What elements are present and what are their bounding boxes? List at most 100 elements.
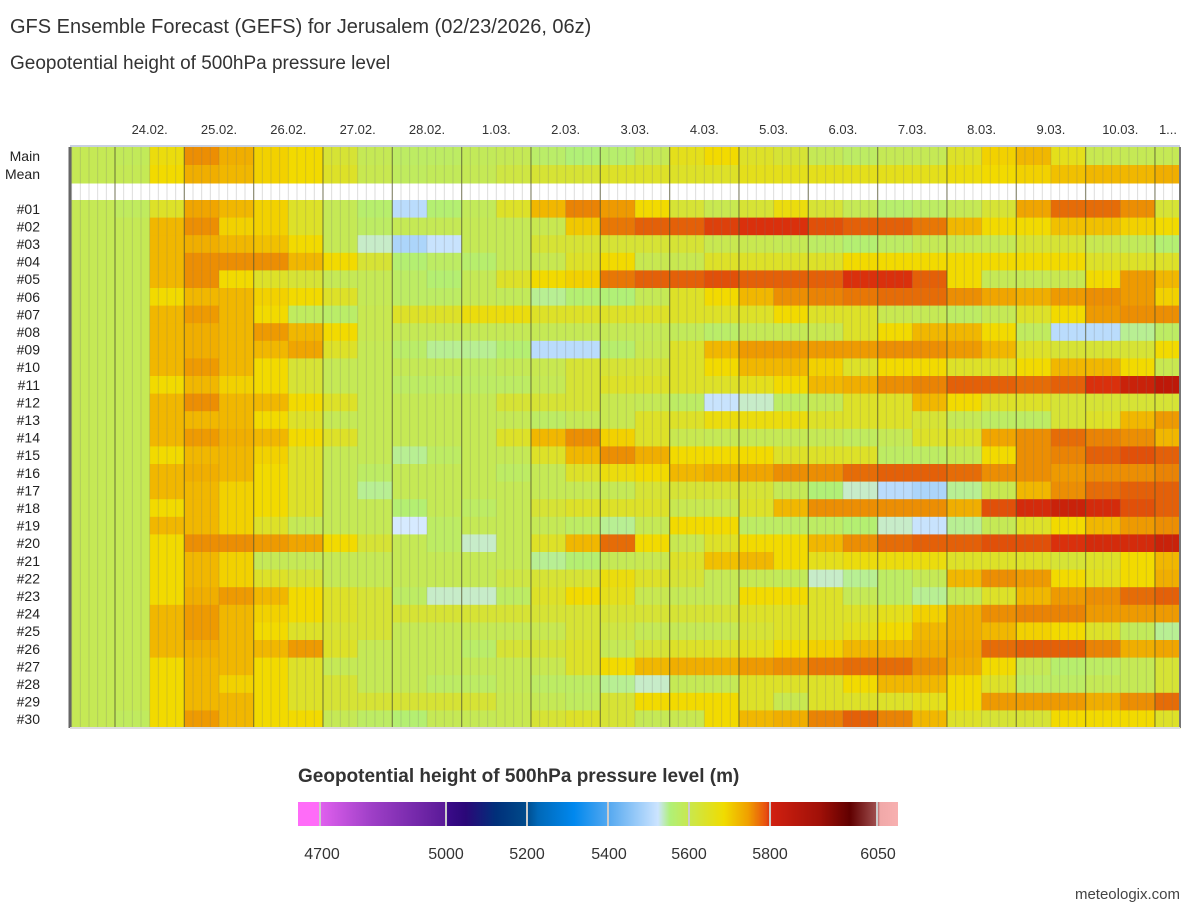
- heatmap-cell: [565, 692, 601, 711]
- heatmap-cell: [357, 499, 393, 518]
- heatmap-cell: [565, 710, 601, 729]
- heatmap-cell: [1154, 147, 1181, 166]
- heatmap-cell: [565, 446, 601, 465]
- heatmap-cell: [808, 569, 844, 588]
- heatmap-cell: [842, 622, 879, 641]
- heatmap-cell: [808, 657, 844, 676]
- heatmap-cell: [288, 376, 324, 395]
- heatmap-cell: [877, 446, 913, 465]
- heatmap-cell: [565, 552, 601, 571]
- heatmap-cell: [600, 340, 636, 359]
- heatmap-cell: [1050, 165, 1087, 184]
- heatmap-cell: [634, 481, 671, 500]
- heatmap-cell: [461, 604, 497, 623]
- heatmap-cell: [149, 376, 185, 395]
- heatmap-cell: [704, 657, 740, 676]
- heatmap-cell: [912, 710, 948, 729]
- date-label: 28.02.: [409, 122, 445, 137]
- heatmap-cell: [70, 217, 116, 236]
- heatmap-cell: [1050, 428, 1087, 447]
- heatmap-cell: [946, 692, 983, 711]
- heatmap-cell: [1050, 393, 1087, 412]
- heatmap-cell: [808, 358, 844, 377]
- heatmap-cell: [184, 235, 220, 254]
- heatmap-cell: [1050, 270, 1087, 289]
- heatmap-cell: [461, 358, 497, 377]
- heatmap-cell: [461, 710, 497, 729]
- heatmap-cell: [669, 252, 705, 271]
- heatmap-cell: [565, 147, 601, 166]
- heatmap-cell: [1085, 200, 1121, 219]
- row-label: #16: [17, 465, 41, 481]
- heatmap-cell: [253, 305, 289, 324]
- heatmap-cell: [218, 587, 255, 606]
- heatmap-cell: [184, 411, 220, 430]
- row-label: #29: [17, 694, 41, 710]
- heatmap-cell: [946, 481, 983, 500]
- heatmap-cell: [600, 534, 636, 553]
- heatmap-cell: [1120, 552, 1156, 571]
- heatmap-cell: [946, 622, 983, 641]
- row-label: #02: [17, 218, 41, 234]
- heatmap-cell: [1085, 499, 1121, 518]
- heatmap-cell: [1050, 411, 1087, 430]
- heatmap-cell: [808, 393, 844, 412]
- heatmap-cell: [496, 534, 532, 553]
- heatmap-cell: [253, 516, 289, 535]
- heatmap-cell: [115, 657, 151, 676]
- heatmap-cell: [496, 481, 532, 500]
- heatmap-cell: [288, 604, 324, 623]
- date-label: 26.02.: [270, 122, 306, 137]
- heatmap-cell: [912, 534, 948, 553]
- heatmap-cell: [288, 358, 324, 377]
- colorbar-separator: [319, 802, 321, 826]
- heatmap-cell: [634, 710, 671, 729]
- heatmap-cell: [600, 569, 636, 588]
- heatmap-cell: [1050, 305, 1087, 324]
- date-label: 5.03.: [759, 122, 788, 137]
- heatmap-cell: [149, 165, 185, 184]
- heatmap-cell: [600, 147, 636, 166]
- heatmap-cell: [426, 516, 463, 535]
- heatmap-cell: [981, 358, 1017, 377]
- heatmap-cell: [773, 534, 809, 553]
- heatmap-cell: [1016, 640, 1052, 659]
- heatmap-cell: [426, 411, 463, 430]
- heatmap-cell: [149, 446, 185, 465]
- heatmap-cell: [1050, 217, 1087, 236]
- heatmap-cell: [115, 358, 151, 377]
- heatmap-cell: [1120, 165, 1156, 184]
- heatmap-cell: [634, 305, 671, 324]
- heatmap-cell: [288, 640, 324, 659]
- heatmap-cell: [357, 675, 393, 694]
- heatmap-cell: [1154, 252, 1181, 271]
- heatmap-cell: [426, 569, 463, 588]
- heatmap-cell: [669, 569, 705, 588]
- heatmap-cell: [1154, 481, 1181, 500]
- heatmap-cell: [70, 165, 116, 184]
- heatmap-cell: [496, 552, 532, 571]
- heatmap-cell: [70, 516, 116, 535]
- heatmap-cell: [149, 534, 185, 553]
- heatmap-cell: [496, 358, 532, 377]
- heatmap-cell: [218, 552, 255, 571]
- colorbar-separator: [688, 802, 690, 826]
- heatmap-cell: [115, 200, 151, 219]
- heatmap-cell: [981, 692, 1017, 711]
- heatmap-cell: [115, 622, 151, 641]
- heatmap-cell: [218, 464, 255, 483]
- heatmap-cell: [1120, 270, 1156, 289]
- heatmap-cell: [322, 604, 359, 623]
- colorbar-tick: 5800: [752, 846, 788, 863]
- colorbar-separator: [876, 802, 878, 826]
- heatmap-cell: [496, 657, 532, 676]
- heatmap-cell: [357, 604, 393, 623]
- heatmap-cell: [1016, 710, 1052, 729]
- heatmap-cell: [842, 340, 879, 359]
- heatmap-cell: [877, 587, 913, 606]
- heatmap-cell: [808, 270, 844, 289]
- credit-link[interactable]: meteologix.com: [1074, 886, 1180, 903]
- colorbar-tick: 5000: [428, 846, 464, 863]
- heatmap-cell: [704, 376, 740, 395]
- heatmap-cell: [842, 552, 879, 571]
